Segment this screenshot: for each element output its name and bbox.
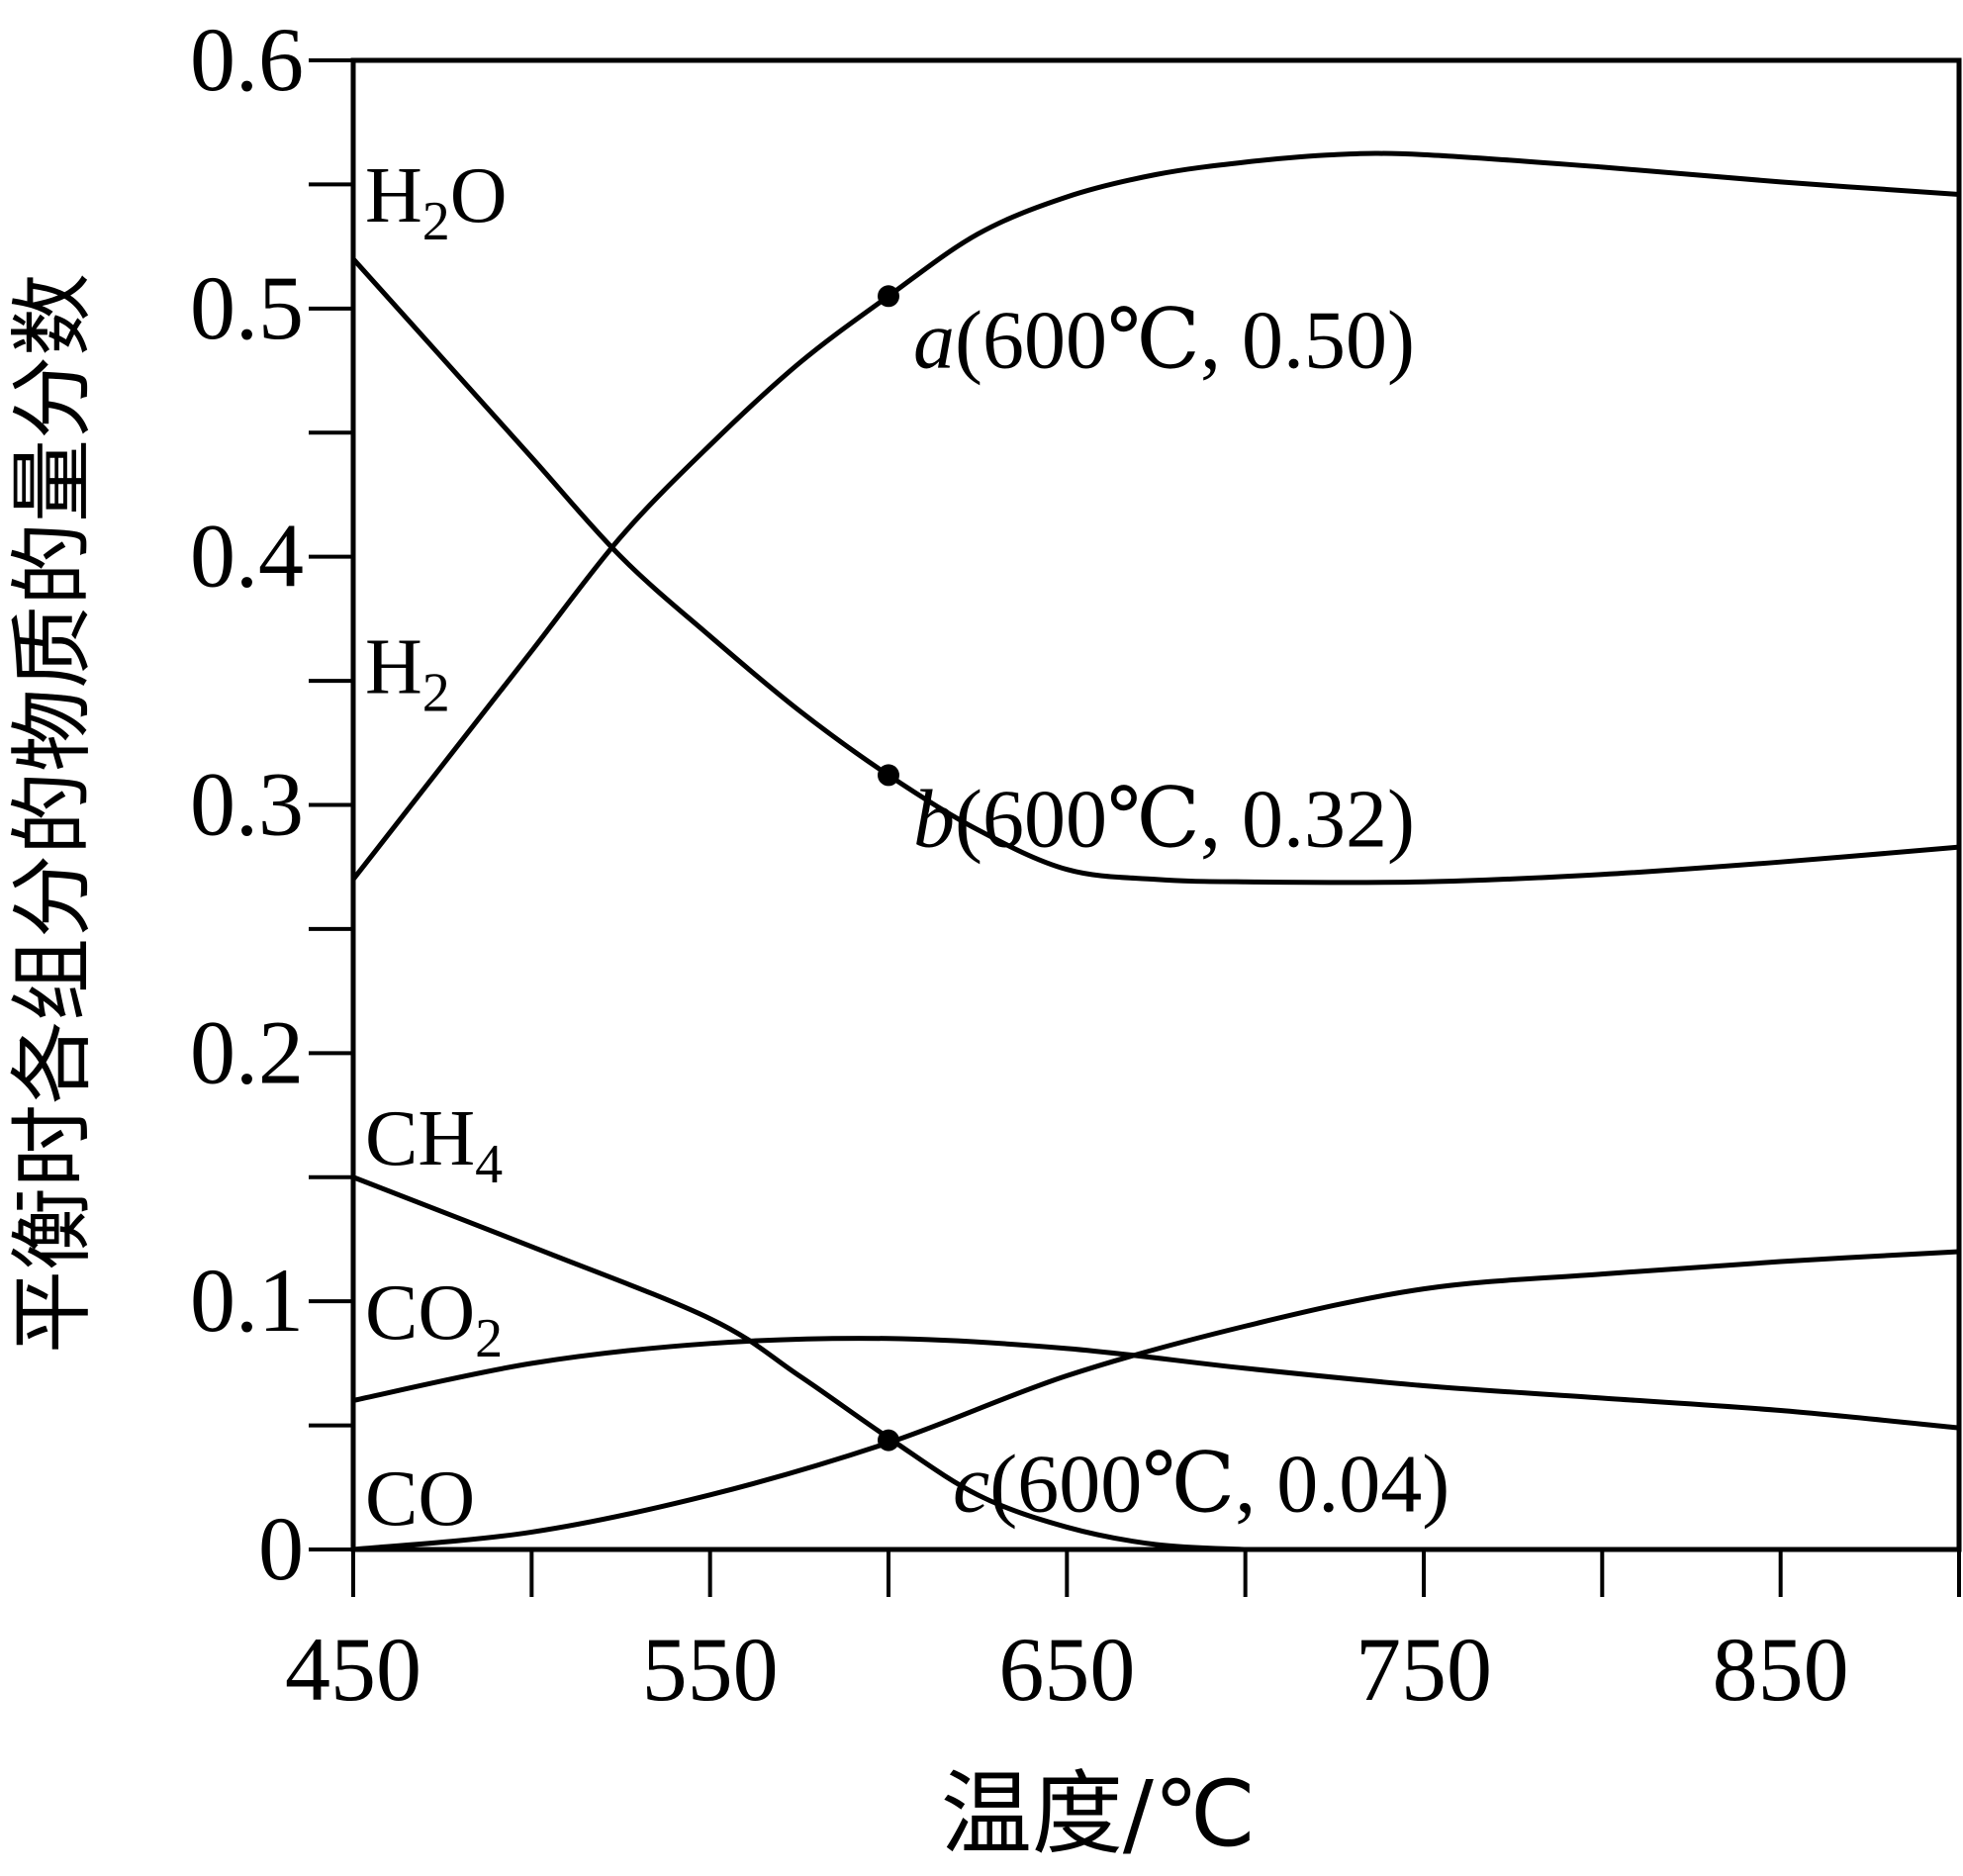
point-b xyxy=(878,764,899,787)
series-line-h2 xyxy=(351,150,1960,882)
annotation-a: a(600℃, 0.50) xyxy=(913,294,1415,386)
axes: 0 0.1 0.2 0.3 0.4 0.5 0.6 450 550 650 750 850 xyxy=(190,9,1962,1720)
x-tick-label: 450 xyxy=(285,1619,421,1720)
x-axis-label: 温度/℃ xyxy=(941,1761,1256,1867)
x-tick-label: 750 xyxy=(1355,1619,1492,1720)
annotation-b: b(600℃, 0.32) xyxy=(913,773,1415,865)
x-tick-label: 550 xyxy=(642,1619,779,1720)
point-c xyxy=(878,1429,899,1452)
series-label-h2: H2 xyxy=(365,624,450,724)
y-tick-label: 0.5 xyxy=(190,257,304,358)
y-tick-label: 0.4 xyxy=(190,506,304,607)
y-tick-label: 0 xyxy=(258,1498,304,1599)
series-line-co xyxy=(352,1249,1960,1552)
annotations: a(600℃, 0.50) b(600℃, 0.32) c(600℃, 0.04) xyxy=(878,285,1449,1531)
x-tick-label: 650 xyxy=(998,1619,1135,1720)
y-tick-label: 0.2 xyxy=(190,1001,304,1102)
series-label-co: CO xyxy=(365,1455,475,1543)
point-a xyxy=(878,285,899,308)
series-line-h2o xyxy=(351,256,1960,886)
series-labels: H2O H2 CH4 CO2 CO xyxy=(365,152,508,1543)
annotation-c: c(600℃, 0.04) xyxy=(953,1439,1449,1531)
y-axis-label: 平衡时各组分的物质的量分数 xyxy=(4,273,101,1354)
series-lines xyxy=(351,150,1960,1552)
y-tick-label: 0.3 xyxy=(190,754,304,855)
y-tick-label: 0.6 xyxy=(190,9,304,110)
series-line-ch4 xyxy=(352,1174,1246,1552)
series-label-h2o: H2O xyxy=(365,152,508,252)
series-label-co2: CO2 xyxy=(365,1269,503,1369)
x-tick-label: 850 xyxy=(1713,1619,1849,1720)
series-line-co2 xyxy=(352,1336,1960,1431)
y-tick-label: 0.1 xyxy=(190,1250,304,1351)
series-label-ch4: CH4 xyxy=(365,1095,503,1195)
